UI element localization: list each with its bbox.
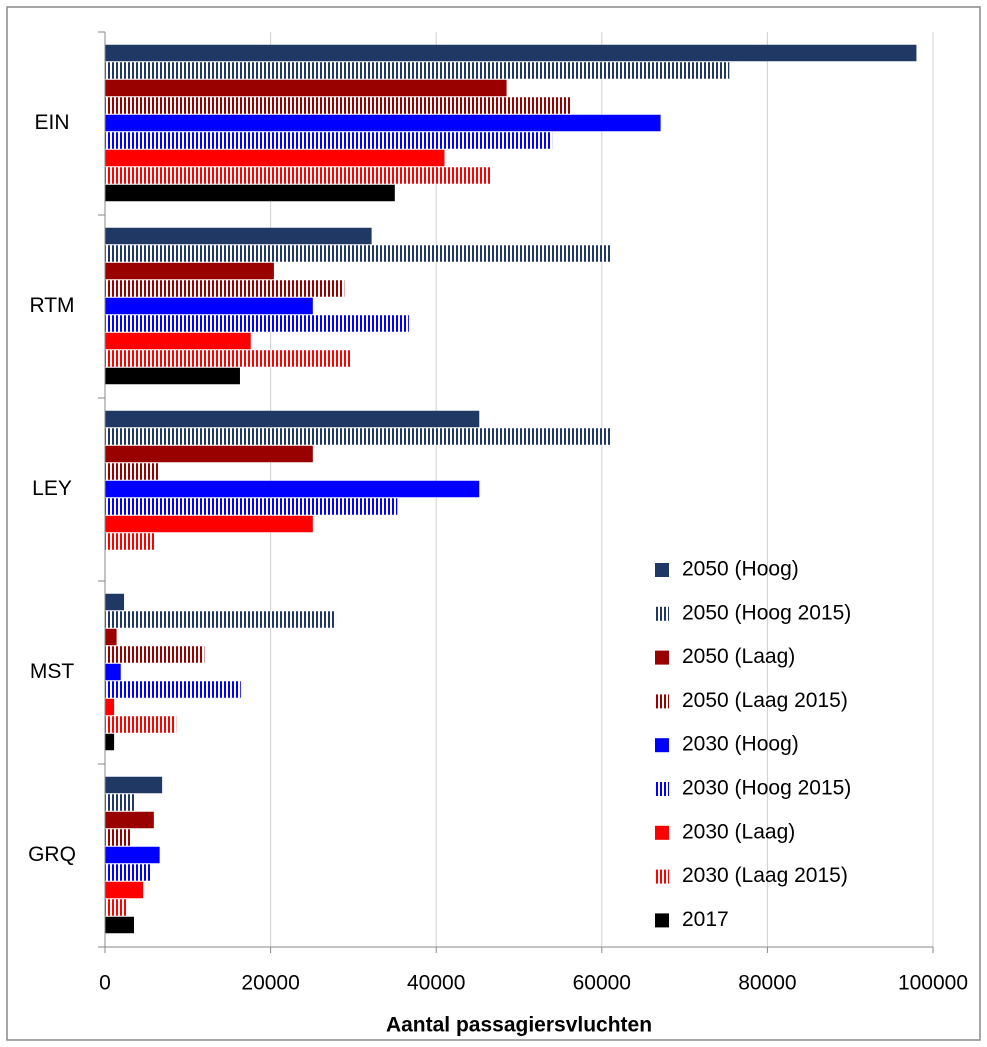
bar xyxy=(105,445,313,463)
bar xyxy=(105,184,395,202)
bar xyxy=(105,297,313,315)
y-tick-label: MST xyxy=(30,660,75,683)
bar xyxy=(105,167,491,184)
bar xyxy=(105,864,152,881)
bar xyxy=(105,498,398,515)
legend-swatch xyxy=(655,738,669,753)
legend-label: 2030 (Hoog) xyxy=(682,733,799,756)
bar xyxy=(105,611,337,628)
bar xyxy=(105,463,159,480)
legend-swatch xyxy=(655,782,669,796)
legend-label: 2030 (Laag 2015) xyxy=(682,864,848,887)
legend-label: 2017 xyxy=(682,908,729,931)
bar xyxy=(105,646,205,663)
y-tick-label: EIN xyxy=(34,111,69,134)
bar xyxy=(105,515,313,533)
bar xyxy=(105,227,372,245)
legend-label: 2050 (Hoog 2015) xyxy=(682,601,851,624)
legend-label: 2030 (Laag) xyxy=(682,820,795,843)
bar xyxy=(105,262,274,280)
legend-swatch xyxy=(655,606,669,621)
bar xyxy=(105,899,127,916)
legend-label: 2050 (Laag) xyxy=(682,645,795,668)
bar xyxy=(105,350,351,367)
x-axis-label: Aantal passagiersvluchten xyxy=(386,1014,652,1037)
bar xyxy=(105,332,251,350)
bar xyxy=(105,280,345,297)
bar xyxy=(105,97,572,114)
bar xyxy=(105,663,121,681)
x-tick-label: 0 xyxy=(99,972,111,995)
legend-swatch xyxy=(655,694,669,709)
x-tick-label: 100000 xyxy=(898,972,968,995)
legend-label: 2030 (Hoog 2015) xyxy=(682,777,851,800)
bar xyxy=(105,62,730,79)
x-tick-label: 60000 xyxy=(573,972,631,995)
x-tick-label: 80000 xyxy=(738,972,796,995)
y-tick-label: RTM xyxy=(29,294,74,317)
bar xyxy=(105,44,917,62)
bar xyxy=(105,480,480,498)
bar xyxy=(105,733,115,751)
y-tick-label: GRQ xyxy=(28,843,76,866)
legend-swatch xyxy=(655,650,669,665)
x-tick-label: 40000 xyxy=(407,972,465,995)
bar xyxy=(105,716,177,733)
legend-label: 2050 (Hoog) xyxy=(682,558,799,581)
x-tick-label: 20000 xyxy=(241,972,299,995)
legend-swatch xyxy=(655,825,669,840)
bar xyxy=(105,593,125,611)
bar xyxy=(105,916,134,934)
bar xyxy=(105,776,163,794)
legend-swatch xyxy=(655,563,669,577)
bar xyxy=(105,829,131,846)
bar xyxy=(105,367,240,385)
bar xyxy=(105,681,241,698)
bar xyxy=(105,79,507,97)
y-tick-label: LEY xyxy=(32,477,72,500)
bar xyxy=(105,410,480,428)
bar xyxy=(105,114,661,132)
legend-label: 2050 (Laag 2015) xyxy=(682,689,848,712)
bar xyxy=(105,881,144,899)
bar xyxy=(105,315,409,332)
legend-swatch xyxy=(655,869,669,884)
bar xyxy=(105,245,611,262)
bar xyxy=(105,811,154,829)
bar xyxy=(105,628,117,646)
bar xyxy=(105,149,445,167)
legend-swatch xyxy=(655,913,669,928)
bar xyxy=(105,132,553,149)
bar xyxy=(105,698,115,716)
bar xyxy=(105,794,134,811)
bar xyxy=(105,428,611,445)
bar xyxy=(105,533,155,550)
bar xyxy=(105,846,160,864)
